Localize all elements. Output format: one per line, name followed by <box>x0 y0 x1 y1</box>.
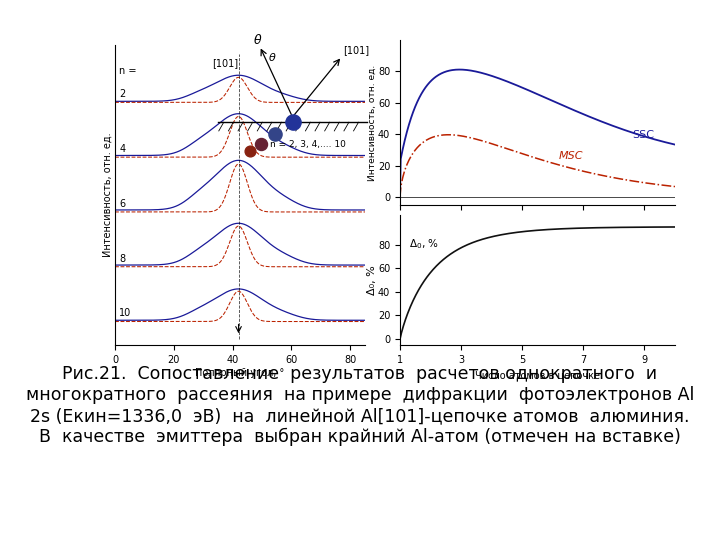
Text: n =: n = <box>120 66 137 76</box>
Text: [101]: [101] <box>212 58 238 68</box>
Text: MSC: MSC <box>559 151 583 160</box>
X-axis label: Полярный угол, °: Полярный угол, ° <box>195 368 284 377</box>
Text: $\theta$: $\theta$ <box>253 33 262 47</box>
Y-axis label: Интенсивность, отн. ед.: Интенсивность, отн. ед. <box>367 64 377 180</box>
Text: 4: 4 <box>120 144 125 154</box>
Text: $\theta$: $\theta$ <box>268 51 276 64</box>
Text: n = 2, 3, 4,.... 10: n = 2, 3, 4,.... 10 <box>271 140 346 149</box>
Text: [101]: [101] <box>343 45 369 55</box>
Point <box>269 130 280 139</box>
Text: $\Delta_0$, %: $\Delta_0$, % <box>409 237 439 251</box>
Text: 2s (Екин=1336,0  эВ)  на  линейной Al[101]-цепочке атомов  алюминия.: 2s (Екин=1336,0 эВ) на линейной Al[101]-… <box>30 407 690 425</box>
Text: многократного  рассеяния  на примере  дифракции  фотоэлектронов Al: многократного рассеяния на примере дифра… <box>26 386 694 404</box>
Point <box>244 146 256 155</box>
Point <box>255 139 266 148</box>
Text: 8: 8 <box>120 253 125 264</box>
Point <box>287 118 298 126</box>
Text: В  качестве  эмиттера  выбран крайний Al-атом (отмечен на вставке): В качестве эмиттера выбран крайний Al-ат… <box>39 428 681 446</box>
Text: 10: 10 <box>120 308 132 318</box>
Text: SSC: SSC <box>632 130 654 140</box>
Text: Рис.21.  Сопоставление  результатов  расчетов однократного  и: Рис.21. Сопоставление результатов расчет… <box>63 365 657 383</box>
Y-axis label: Δ₀, %: Δ₀, % <box>366 265 377 295</box>
Text: 6: 6 <box>120 199 125 209</box>
X-axis label: Число атомов в цепочке: Число атомов в цепочке <box>475 370 600 380</box>
Text: 2: 2 <box>120 89 126 99</box>
Y-axis label: Интенсивность, отн. ед.: Интенсивность, отн. ед. <box>102 133 112 258</box>
